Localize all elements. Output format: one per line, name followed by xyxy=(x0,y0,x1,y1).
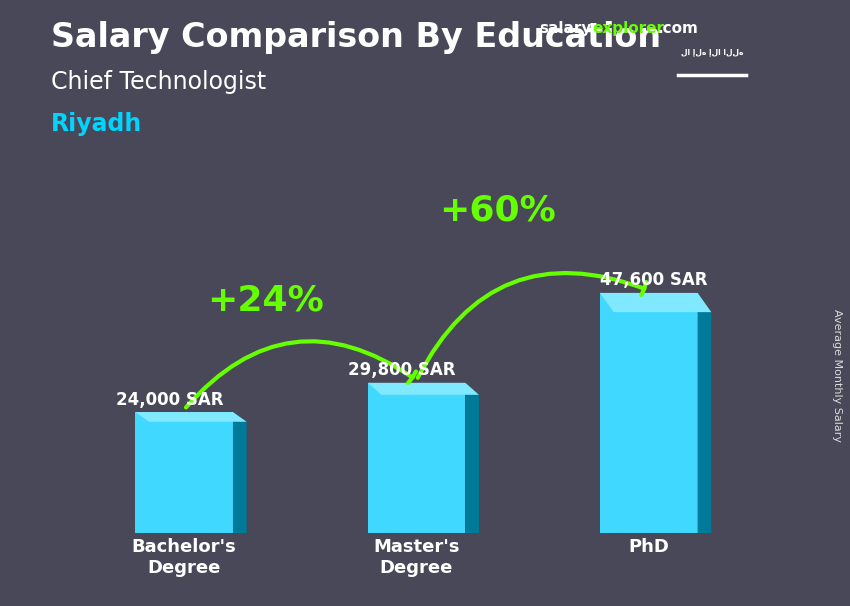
Polygon shape xyxy=(368,383,479,395)
Polygon shape xyxy=(465,383,479,533)
Text: 24,000 SAR: 24,000 SAR xyxy=(116,390,224,408)
Text: لا إله إلا الله: لا إله إلا الله xyxy=(681,48,743,57)
Bar xyxy=(600,293,698,533)
Text: .com: .com xyxy=(657,21,698,36)
Bar xyxy=(135,412,233,533)
Bar xyxy=(368,383,465,533)
Text: Average Monthly Salary: Average Monthly Salary xyxy=(832,309,842,442)
Text: Salary Comparison By Education: Salary Comparison By Education xyxy=(51,21,661,54)
Polygon shape xyxy=(233,412,246,533)
Text: Riyadh: Riyadh xyxy=(51,112,142,136)
Text: Chief Technologist: Chief Technologist xyxy=(51,70,266,94)
Polygon shape xyxy=(698,293,711,533)
Text: explorer: explorer xyxy=(592,21,665,36)
Text: 47,600 SAR: 47,600 SAR xyxy=(600,271,707,289)
Text: +24%: +24% xyxy=(207,283,324,317)
Text: salary: salary xyxy=(540,21,592,36)
Polygon shape xyxy=(600,293,711,312)
Text: 29,800 SAR: 29,800 SAR xyxy=(348,361,456,379)
Text: +60%: +60% xyxy=(439,193,556,227)
Polygon shape xyxy=(135,412,246,422)
